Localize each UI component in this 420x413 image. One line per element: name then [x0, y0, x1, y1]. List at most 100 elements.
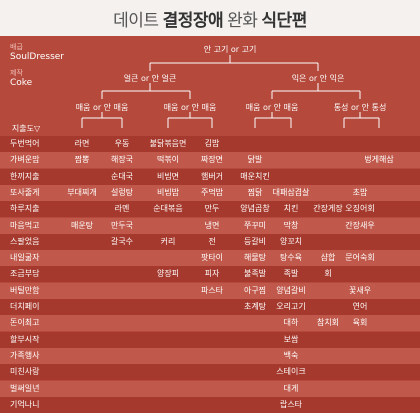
food-item: 순대볶음	[153, 204, 183, 214]
table-row: 할부시작 보쌈	[0, 331, 420, 348]
table-row: 하루지출 라멘 순대볶음 만두 양념곱창 치킨 간장게장 오징어회	[0, 201, 420, 218]
title-prefix: 데이트	[113, 10, 159, 31]
table-row: 스팔었음 갈국수 커리 전 등갈비 양꼬치	[0, 233, 420, 250]
food-item: 설렁탕	[110, 187, 134, 197]
food-item: 불족발	[243, 269, 267, 279]
page-header: 데이트 결정장애 완화 식단편	[0, 0, 420, 36]
food-decision-chart: 배급 SoulDresser 제작 Coke	[0, 36, 420, 413]
table-row: 또사줄게 부대찌개 설렁탕 비빔밥 주먹밥 찜닭 대패삼겹살 초밥	[0, 184, 420, 201]
food-item: 커리	[160, 236, 176, 246]
table-row: 벌써일년 대게	[0, 380, 420, 397]
food-item: 라멘	[114, 204, 130, 214]
row-label: 한끼지출	[10, 171, 40, 181]
food-item: 양꼬치	[279, 236, 303, 246]
food-item: 대패삼겹살	[272, 187, 310, 197]
table-row: 두번먹어 라면 우동 불닭볶음면 김밥	[0, 136, 420, 152]
food-item: 초계탕	[243, 302, 267, 311]
tree-left-1: 매움 or 안 매움	[75, 103, 129, 112]
food-item: 짜장면	[200, 155, 224, 165]
axis-label: 지출도▽	[11, 124, 41, 133]
tree-right-1: 매움 or 안 매움	[245, 103, 299, 112]
food-item: 아구찜	[243, 285, 267, 295]
food-item: 샴합	[320, 253, 336, 263]
row-label: 조금부담	[10, 269, 40, 279]
row-label: 가벼운맘	[10, 155, 40, 165]
credits: 배급 SoulDresser 제작 Coke	[10, 42, 64, 88]
food-item: 꽃새우	[348, 285, 372, 295]
food-item: 보쌈	[283, 334, 299, 344]
food-item: 연어	[352, 302, 368, 311]
credit-value-1: SoulDresser	[10, 52, 65, 62]
row-label: 더치페이	[10, 302, 40, 311]
food-item: 해물탕	[243, 253, 267, 263]
row-label: 기억나니	[10, 399, 40, 409]
tree-root: 안 고기 or 고기	[203, 45, 257, 54]
table-row: 더치페이 초계탕 오리고기 연어	[0, 299, 420, 315]
food-item: 비빔밥	[156, 187, 180, 197]
food-item: 육회	[352, 318, 368, 328]
food-item: 치킨	[283, 204, 299, 214]
title-middle: 완화	[227, 10, 258, 31]
food-item: 스테이크	[276, 367, 306, 377]
food-item: 라면	[74, 139, 90, 148]
table-row: 가벼운맘 짬뽕 해장국 떡볶이 짜장면 닭발 벙게해삼	[0, 152, 420, 169]
title-bold-2: 식단편	[261, 10, 307, 31]
row-label: 벌써일년	[10, 383, 40, 393]
food-item: 회	[324, 269, 332, 279]
food-item: 등갈비	[243, 236, 267, 246]
food-item: 팟타이	[200, 253, 224, 263]
tree-right-2: 통성 or 안 통성	[333, 103, 387, 112]
food-item: 랍스타	[279, 399, 303, 409]
row-label: 미친사랑	[10, 367, 40, 377]
food-item: 간장새우	[345, 220, 375, 230]
food-item: 부대찌개	[67, 187, 97, 197]
food-item: 쭈꾸미	[243, 220, 267, 230]
food-item: 비빔면	[156, 171, 180, 181]
table-row: 버틸만함 파스타 아구찜 양념갈비 꽃새우	[0, 282, 420, 299]
food-item: 벙게해삼	[364, 155, 394, 165]
table-row: 미친사랑 스테이크	[0, 364, 420, 381]
food-item: 전	[208, 236, 216, 246]
table-row: 마음먹고 매운탕 만두국 냉면 쭈꾸미 막창 간장새우	[0, 217, 420, 234]
tree-left-2: 매움 or 안 매움	[163, 103, 217, 112]
food-item: 간장게장	[313, 204, 343, 214]
food-item: 족발	[283, 269, 299, 279]
food-item: 냉면	[204, 220, 220, 230]
food-item: 오리고기	[276, 302, 306, 311]
tree-left: 얼큰 or 안 얼큰	[123, 74, 177, 83]
food-item: 양념갈비	[276, 285, 306, 295]
row-label: 할부시작	[10, 334, 40, 344]
food-item: 찜닭	[247, 187, 263, 197]
food-item: 닭발	[247, 155, 263, 165]
row-label: 스팔었음	[10, 236, 40, 246]
row-label: 또사줄게	[10, 187, 40, 197]
row-label: 두번먹어	[10, 139, 40, 148]
food-item: 김밥	[204, 139, 220, 148]
food-item: 양념곱창	[240, 204, 270, 214]
food-item: 파스타	[200, 285, 224, 295]
food-item: 백숙	[283, 350, 299, 360]
food-item: 만두	[204, 204, 220, 214]
credit-key-1: 배급	[10, 43, 23, 51]
food-item: 떡볶이	[156, 155, 180, 165]
row-label: 하루지출	[10, 204, 40, 214]
food-item: 순대국	[110, 171, 134, 181]
food-item: 초밥	[352, 187, 368, 197]
credit-key-2: 제작	[10, 69, 23, 77]
tree-right: 익은 or 안 익은	[291, 74, 345, 83]
food-item: 우동	[114, 139, 130, 148]
food-item: 불닭볶음면	[149, 139, 187, 148]
food-item: 참치회	[316, 318, 340, 328]
table-row: 한끼지출 순대국 비빔면 햄버거 매운치킨	[0, 168, 420, 185]
row-label: 돈이최고	[10, 318, 40, 328]
row-label: 내일굶자	[10, 253, 40, 263]
credit-value-2: Coke	[10, 78, 33, 88]
food-item: 문어숙회	[345, 253, 375, 263]
row-label: 가족행사	[10, 350, 40, 360]
food-item: 주먹밥	[200, 187, 224, 197]
table-row: 조금부담 양장피 피자 불족발 족발 회	[0, 266, 420, 283]
food-item: 해장국	[110, 155, 134, 165]
food-item: 막창	[283, 220, 299, 230]
food-item: 매운탕	[70, 220, 94, 230]
decision-tree-lines	[81, 55, 380, 128]
